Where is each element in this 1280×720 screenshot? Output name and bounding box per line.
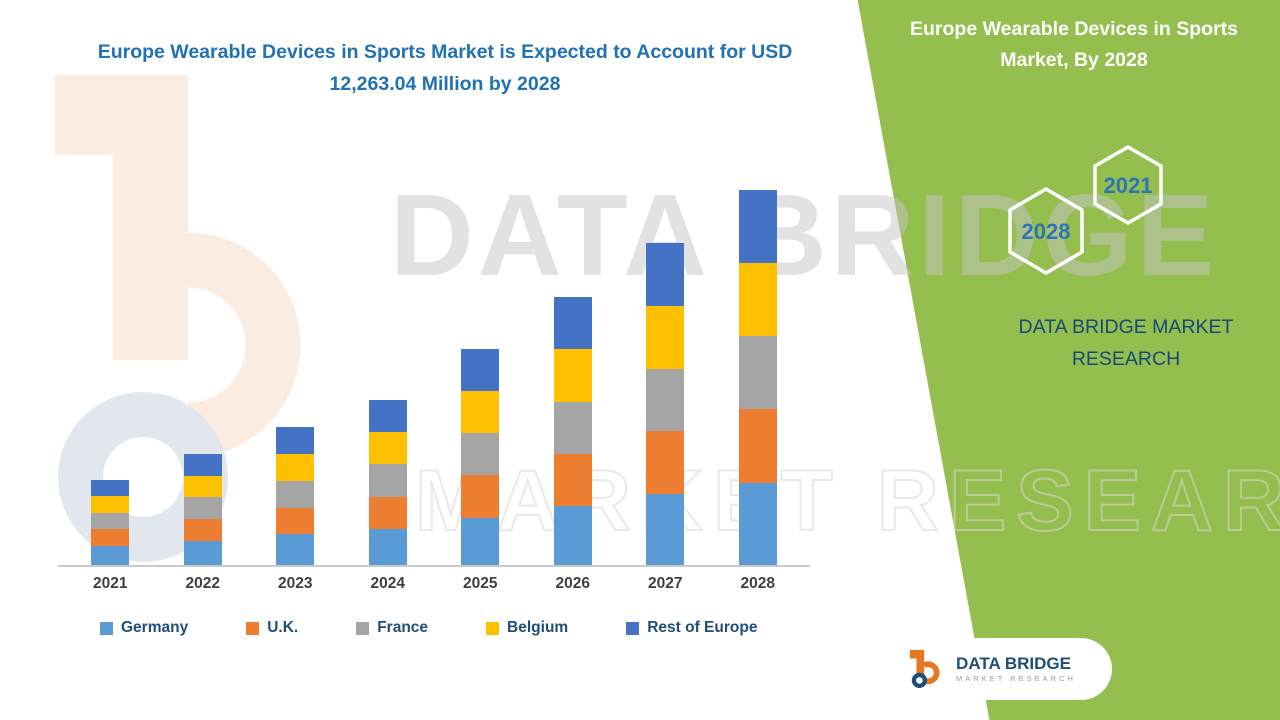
- bar-segment-u-k-: [646, 431, 685, 495]
- bar-segment-u-k-: [183, 518, 222, 541]
- x-axis-label-2025: 2025: [463, 575, 498, 592]
- bar-2024: [342, 183, 435, 565]
- bar-segment-u-k-: [276, 507, 315, 535]
- bar-segment-rest-of-europe: [553, 297, 592, 350]
- bar-segment-rest-of-europe: [91, 479, 130, 497]
- chart-headline: Europe Wearable Devices in Sports Market…: [97, 41, 793, 96]
- bar-segment-germany: [553, 506, 592, 565]
- hexagon-2028-label: 2028: [1022, 219, 1071, 244]
- hexagon-2021-label: 2021: [1104, 173, 1153, 198]
- bar-segment-u-k-: [461, 475, 500, 518]
- bar-segment-belgium: [553, 349, 592, 402]
- bar-segment-rest-of-europe: [368, 400, 407, 433]
- legend-item-germany: Germany: [100, 619, 188, 637]
- bar-segment-u-k-: [738, 409, 777, 483]
- x-axis-label-2028: 2028: [740, 575, 775, 592]
- legend-label: France: [377, 619, 429, 636]
- bar-segment-germany: [276, 534, 315, 565]
- stacked-bar-chart: 2021 2022 2023 2024 2025 2026 2027 2028 Germany…: [58, 183, 810, 637]
- bar-segment-france: [646, 368, 685, 432]
- bar-segment-germany: [461, 517, 500, 565]
- chart-legend: Germany U.K. France Belgium Rest of Europe: [100, 619, 810, 637]
- x-axis-label-2026: 2026: [555, 575, 590, 592]
- year-hexagons: 2028 2021: [988, 138, 1198, 293]
- legend-label: Germany: [121, 619, 189, 636]
- bar-segment-germany: [738, 482, 777, 565]
- logo-tagline: MARKET RESEARCH: [956, 674, 1076, 684]
- bar-segment-u-k-: [368, 496, 407, 529]
- watermark-data-bridge: DATA BRIDGE: [390, 170, 1219, 300]
- legend-swatch-icon: [486, 621, 500, 635]
- bar-segment-germany: [646, 494, 685, 565]
- bar-segment-belgium: [646, 305, 685, 369]
- bar-2025: [434, 183, 527, 565]
- bar-segment-rest-of-europe: [646, 243, 685, 306]
- bar-segment-germany: [183, 540, 222, 565]
- data-bridge-logo-card: DATA BRIDGE MARKET RESEARCH: [872, 638, 1112, 700]
- bar-segment-germany: [91, 546, 130, 565]
- bar-2027: [619, 183, 712, 565]
- legend-swatch-icon: [356, 621, 370, 635]
- bar-segment-france: [183, 497, 222, 519]
- panel-title: Europe Wearable Devices in Sports Market…: [909, 18, 1238, 72]
- plot-area: [58, 183, 810, 565]
- legend-item-france: France: [356, 619, 428, 637]
- bar-2026: [527, 183, 620, 565]
- bar-segment-belgium: [738, 263, 777, 337]
- bar-segment-france: [368, 464, 407, 497]
- legend-item-u-k-: U.K.: [246, 619, 298, 637]
- x-axis-label-2022: 2022: [185, 575, 220, 592]
- bar-2023: [249, 183, 342, 565]
- x-axis-label-2027: 2027: [648, 575, 683, 592]
- legend-swatch-icon: [100, 621, 113, 635]
- legend-label: U.K.: [267, 619, 299, 636]
- logo-text: DATA BRIDGE MARKET RESEARCH: [956, 654, 1076, 684]
- bar-segment-rest-of-europe: [183, 454, 222, 476]
- x-axis-labels: 2021 2022 2023 2024 2025 2026 2027 2028: [58, 575, 810, 593]
- bar-segment-belgium: [276, 453, 315, 481]
- bar-segment-belgium: [183, 475, 222, 498]
- bar-segment-france: [553, 401, 592, 454]
- bar-segment-rest-of-europe: [738, 190, 777, 264]
- bar-segment-france: [276, 480, 315, 508]
- x-axis-label-2024: 2024: [370, 575, 405, 592]
- legend-item-belgium: Belgium: [486, 619, 568, 637]
- bar-segment-rest-of-europe: [276, 426, 315, 454]
- data-bridge-logo-icon: [909, 650, 940, 688]
- brand-text: DATA BRIDGE MARKET RESEARCH: [1018, 316, 1234, 370]
- bar-segment-belgium: [368, 432, 407, 465]
- x-axis-label-2023: 2023: [278, 575, 313, 592]
- legend-item-rest-of-europe: Rest of Europe: [626, 619, 757, 637]
- legend-swatch-icon: [246, 621, 260, 635]
- bar-2021: [64, 183, 157, 565]
- bar-segment-rest-of-europe: [461, 349, 500, 392]
- bar-segment-belgium: [91, 496, 130, 513]
- bar-segment-france: [91, 512, 130, 530]
- bar-segment-france: [738, 336, 777, 410]
- bar-2028: [712, 183, 805, 565]
- legend-swatch-icon: [626, 621, 640, 635]
- legend-label: Belgium: [507, 619, 569, 636]
- bar-segment-belgium: [461, 391, 500, 434]
- hexagon-badges-icon: 2028 2021: [1008, 144, 1163, 276]
- bar-segment-u-k-: [91, 529, 130, 547]
- hexagon-2028-icon: [1008, 186, 1084, 276]
- x-axis-line: [58, 565, 810, 567]
- hexagon-2021-icon: [1093, 144, 1163, 226]
- logo-name: DATA BRIDGE: [956, 653, 1071, 673]
- bar-2022: [157, 183, 250, 565]
- bar-segment-france: [461, 433, 500, 476]
- bar-segment-germany: [368, 528, 407, 565]
- legend-label: Rest of Europe: [647, 619, 758, 636]
- x-axis-label-2021: 2021: [93, 575, 128, 592]
- bar-segment-u-k-: [553, 453, 592, 507]
